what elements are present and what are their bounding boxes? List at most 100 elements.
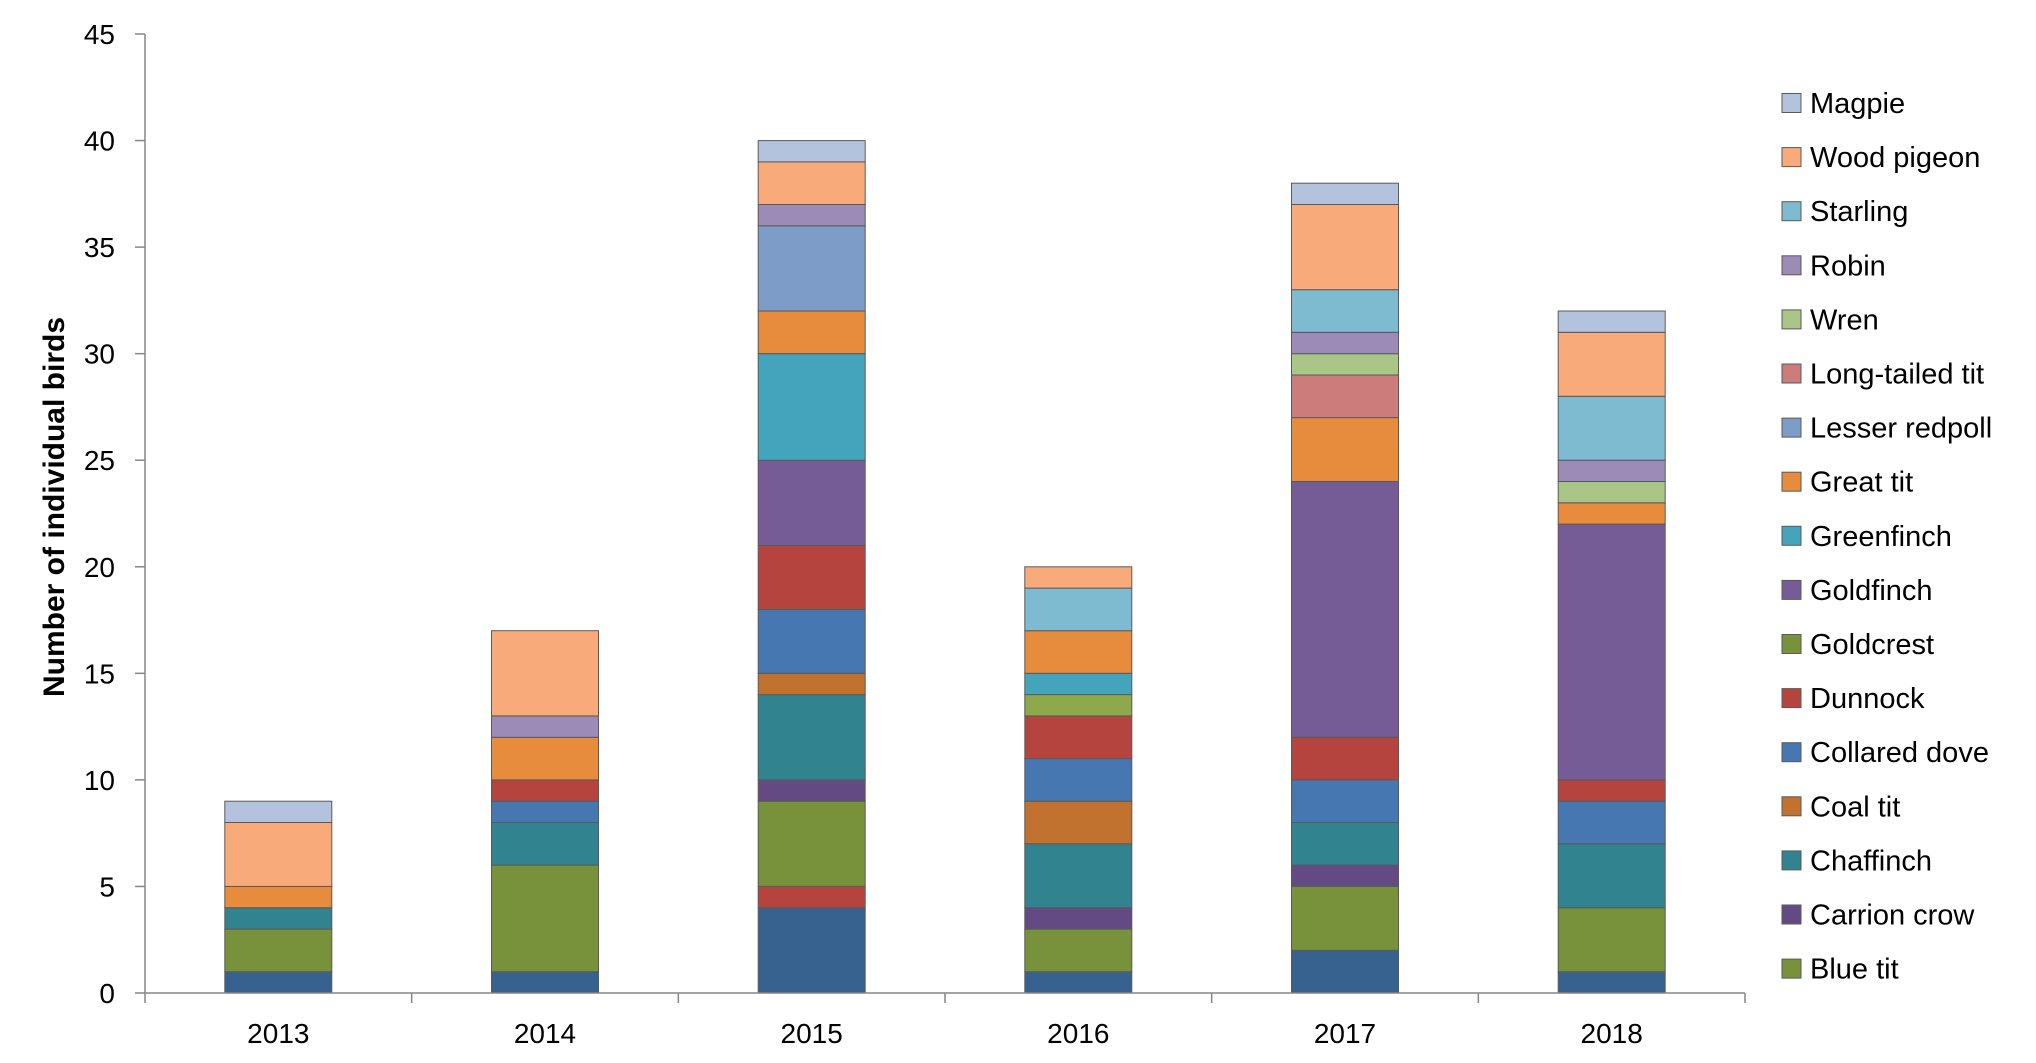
y-tick-label-0: 0 bbox=[99, 978, 115, 1009]
legend-swatch-dunnock bbox=[1781, 688, 1802, 709]
x-tick-label-2018: 2018 bbox=[1581, 1018, 1643, 1049]
legend-swatch-blue-tit bbox=[1781, 958, 1802, 979]
legend-swatch-starling bbox=[1781, 201, 1802, 222]
bar-segment-blue-tit-2017 bbox=[1291, 885, 1399, 951]
bar-segment-robin-2014 bbox=[491, 715, 599, 738]
y-tick-label-5: 5 bbox=[99, 871, 115, 902]
x-tick-label-2016: 2016 bbox=[1047, 1018, 1109, 1049]
bar-segment-blue-tit-2018 bbox=[1557, 971, 1666, 994]
bar-segment-goldfinch-2017 bbox=[1291, 481, 1399, 738]
legend-swatch-collared-dove bbox=[1781, 742, 1802, 763]
legend-label-goldcrest: Goldcrest bbox=[1810, 629, 1934, 661]
legend-swatch-carrion-crow bbox=[1781, 904, 1802, 925]
legend: Magpie Wood pigeon Starling Robin Wren Long-t… bbox=[1781, 88, 1992, 986]
bar-segment-collared-dove-2014 bbox=[491, 800, 599, 824]
bar-segment-greenfinch-2016 bbox=[1024, 672, 1133, 696]
bar-segment-blue-tit-2015 bbox=[757, 800, 866, 887]
bar-segment-chaffinch-2016 bbox=[1024, 843, 1133, 909]
bar-segment-starling-2017 bbox=[1291, 289, 1399, 333]
legend-swatch-robin bbox=[1781, 255, 1802, 276]
bar-segment-chaffinch-2018 bbox=[1557, 843, 1666, 909]
bars-layer bbox=[224, 140, 1666, 994]
bar-segment-carrion-crow-2016 bbox=[1024, 907, 1133, 930]
bar-segment-wren-2017 bbox=[1291, 353, 1399, 376]
bar-segment-wood-pigeon-2013 bbox=[224, 822, 333, 887]
x-tick-label-2013: 2013 bbox=[247, 1018, 309, 1049]
bar-segment-great-tit-2015 bbox=[757, 310, 866, 355]
bar-segment-chaffinch-2013 bbox=[224, 907, 333, 930]
y-tick-label-35: 35 bbox=[84, 232, 115, 263]
bar-segment-blue-tit-2013 bbox=[224, 971, 333, 994]
bar-segment-magpie-2015 bbox=[757, 140, 866, 163]
bar-segment-chaffinch-2014 bbox=[491, 822, 599, 866]
bar-segment-collared-dove-2016 bbox=[1024, 758, 1133, 802]
y-tick-label-45: 45 bbox=[84, 19, 115, 50]
bar-segment-coal-tit-2016 bbox=[1024, 800, 1133, 845]
bar-segment-blue-tit-2014 bbox=[491, 864, 599, 973]
bar-segment-great-tit-2018 bbox=[1557, 502, 1666, 525]
legend-swatch-great-tit bbox=[1781, 471, 1802, 492]
bar-segment-wood-pigeon-2015 bbox=[757, 161, 866, 205]
bar-segment-great-tit-2016 bbox=[1024, 630, 1133, 674]
bar-segment-dunnock-2016 bbox=[1024, 715, 1133, 760]
bar-segment-great-tit-2017 bbox=[1291, 417, 1399, 483]
bar-segment-carrion-crow-2017 bbox=[1291, 864, 1399, 887]
legend-label-collared-dove: Collared dove bbox=[1810, 737, 1989, 769]
y-tick-label-30: 30 bbox=[84, 339, 115, 370]
legend-label-blue-tit: Blue tit bbox=[1810, 954, 1899, 986]
bar-segment-collared-dove-2015 bbox=[757, 608, 866, 674]
legend-swatch-wren bbox=[1781, 309, 1802, 330]
bar-segment-blue-tit-2017 bbox=[1291, 949, 1399, 994]
legend-label-chaffinch: Chaffinch bbox=[1810, 845, 1932, 877]
legend-swatch-coal-tit bbox=[1781, 796, 1802, 817]
bar-segment-wood-pigeon-2018 bbox=[1557, 331, 1666, 397]
bar-segment-magpie-2017 bbox=[1291, 182, 1399, 205]
bar-segment-blue-tit-2015 bbox=[757, 907, 866, 994]
legend-swatch-goldcrest bbox=[1781, 634, 1802, 654]
legend-swatch-lesser-redpoll bbox=[1781, 417, 1802, 438]
bar-segment-wood-pigeon-2016 bbox=[1024, 566, 1133, 589]
bar-segment-goldfinch-2015 bbox=[757, 459, 866, 546]
bar-segment-great-tit-2014 bbox=[491, 736, 599, 781]
legend-swatch-long-tailed-tit bbox=[1781, 363, 1802, 384]
bar-segment-lesser-redpoll-2015 bbox=[757, 225, 866, 312]
bar-segment-greenfinch-2015 bbox=[757, 353, 866, 461]
bar-segment-wren-2018 bbox=[1557, 481, 1666, 504]
bar-segment-blue-tit-2014 bbox=[491, 971, 599, 994]
y-tick-label-15: 15 bbox=[84, 658, 115, 689]
y-tick-label-40: 40 bbox=[84, 126, 115, 157]
y-axis-title: Number of individual birds bbox=[38, 317, 71, 697]
legend-label-goldfinch: Goldfinch bbox=[1810, 575, 1933, 607]
legend-label-dunnock: Dunnock bbox=[1810, 683, 1925, 715]
legend-label-robin: Robin bbox=[1810, 250, 1886, 282]
legend-label-great-tit: Great tit bbox=[1810, 467, 1913, 499]
legend-swatch-magpie bbox=[1781, 93, 1802, 113]
legend-label-magpie: Magpie bbox=[1810, 88, 1905, 120]
legend-label-carrion-crow: Carrion crow bbox=[1810, 900, 1975, 932]
bar-segment-starling-2016 bbox=[1024, 587, 1133, 632]
bar-segment-dunnock-2015 bbox=[757, 545, 866, 610]
legend-swatch-goldfinch bbox=[1781, 579, 1802, 600]
bar-segment-blue-tit-2016 bbox=[1024, 971, 1133, 994]
bar-segment-long-tailed-tit-2017 bbox=[1291, 374, 1399, 419]
bar-segment-blue-tit-2018 bbox=[1557, 907, 1666, 973]
legend-swatch-wood-pigeon bbox=[1781, 147, 1802, 168]
bar-segment-blue-tit-2016 bbox=[1024, 928, 1133, 973]
bar-segment-carrion-crow-2015 bbox=[757, 779, 866, 802]
bar-segment-carrion-crow-2015 bbox=[757, 885, 866, 909]
bar-segment-dunnock-2017 bbox=[1291, 736, 1399, 781]
bar-segment-dunnock-2018 bbox=[1557, 779, 1666, 802]
legend-label-wood-pigeon: Wood pigeon bbox=[1810, 142, 1980, 174]
bar-segment-robin-2017 bbox=[1291, 331, 1399, 355]
bar-segment-chaffinch-2017 bbox=[1291, 822, 1399, 866]
bar-segment-wood-pigeon-2017 bbox=[1291, 204, 1399, 291]
y-tick-label-20: 20 bbox=[84, 552, 115, 583]
bar-segment-coal-tit-2015 bbox=[757, 672, 866, 696]
legend-label-long-tailed-tit: Long-tailed tit bbox=[1810, 359, 1984, 391]
legend-swatch-chaffinch bbox=[1781, 850, 1802, 871]
x-tick-label-2015: 2015 bbox=[781, 1018, 843, 1049]
bar-segment-robin-2015 bbox=[757, 204, 866, 227]
bar-segment-wood-pigeon-2014 bbox=[491, 630, 599, 717]
